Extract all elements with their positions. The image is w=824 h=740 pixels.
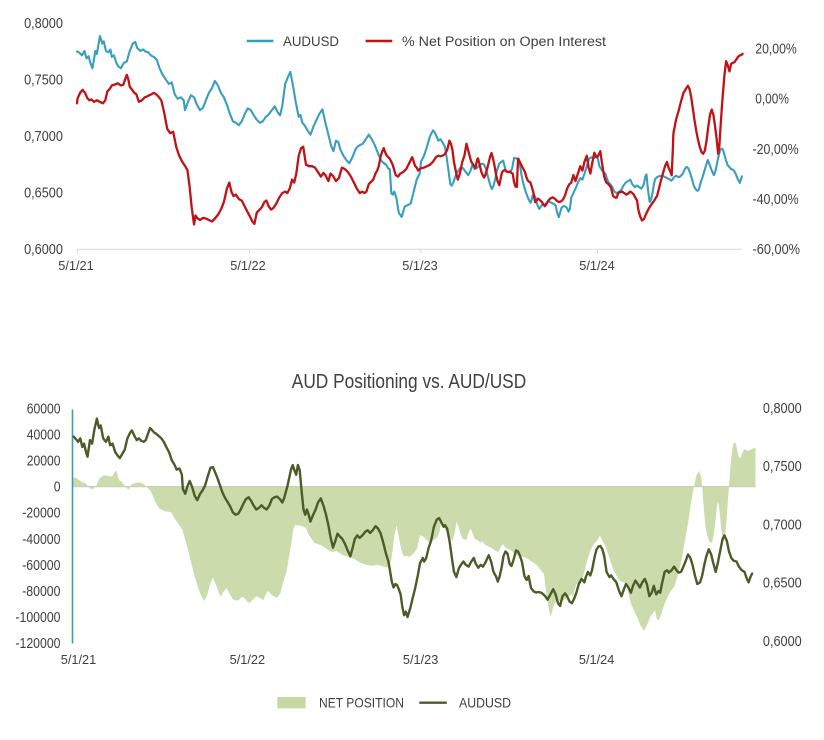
svg-text:-40,00%: -40,00% <box>753 192 799 208</box>
svg-text:0,6500: 0,6500 <box>24 186 63 202</box>
svg-text:0,7500: 0,7500 <box>24 73 63 89</box>
svg-text:0,6000: 0,6000 <box>763 634 802 650</box>
svg-text:0,7500: 0,7500 <box>763 459 802 475</box>
svg-text:5/1/21: 5/1/21 <box>61 653 97 667</box>
svg-text:0,8000: 0,8000 <box>763 401 802 417</box>
svg-text:-40000: -40000 <box>22 532 60 548</box>
svg-text:-60,00%: -60,00% <box>753 242 801 258</box>
svg-text:20,00%: 20,00% <box>755 42 797 58</box>
svg-text:% Net Position on Open Interes: % Net Position on Open Interest <box>402 34 606 49</box>
svg-text:5/1/22: 5/1/22 <box>230 259 266 273</box>
svg-text:5/1/23: 5/1/23 <box>403 653 439 667</box>
svg-text:0,7000: 0,7000 <box>24 129 63 145</box>
svg-text:0,7000: 0,7000 <box>763 517 802 533</box>
svg-text:-120000: -120000 <box>15 636 60 652</box>
svg-text:-80000: -80000 <box>22 584 60 600</box>
svg-text:5/1/24: 5/1/24 <box>579 653 615 667</box>
svg-text:-20000: -20000 <box>22 506 60 522</box>
svg-text:5/1/22: 5/1/22 <box>230 653 266 667</box>
svg-text:0,6500: 0,6500 <box>763 576 802 592</box>
svg-text:5/1/21: 5/1/21 <box>58 259 94 273</box>
svg-text:AUDUSD: AUDUSD <box>283 34 339 49</box>
svg-text:-100000: -100000 <box>15 610 60 626</box>
svg-text:-20,00%: -20,00% <box>753 142 799 158</box>
svg-text:40000: 40000 <box>27 427 61 443</box>
svg-text:0: 0 <box>54 480 61 496</box>
svg-text:5/1/24: 5/1/24 <box>579 259 615 273</box>
svg-text:60000: 60000 <box>27 401 61 417</box>
svg-text:AUDUSD: AUDUSD <box>459 695 511 710</box>
svg-text:NET POSITION: NET POSITION <box>319 695 404 710</box>
svg-text:20000: 20000 <box>27 454 61 470</box>
svg-text:0,00%: 0,00% <box>755 92 789 108</box>
svg-text:-60000: -60000 <box>22 558 60 574</box>
svg-text:5/1/23: 5/1/23 <box>402 259 438 273</box>
svg-text:AUD Positioning vs. AUD/USD: AUD Positioning vs. AUD/USD <box>292 370 526 393</box>
svg-text:0,8000: 0,8000 <box>24 16 63 32</box>
svg-text:0,6000: 0,6000 <box>24 242 63 258</box>
